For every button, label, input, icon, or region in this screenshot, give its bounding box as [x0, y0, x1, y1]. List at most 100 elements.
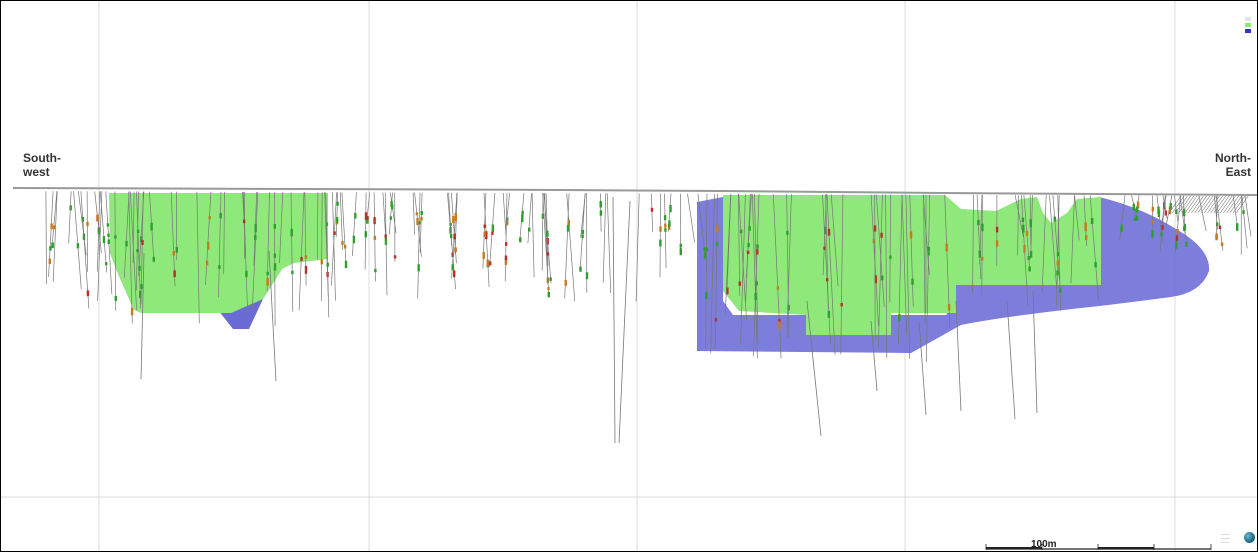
assay-marker — [420, 211, 423, 216]
assay-marker — [114, 235, 117, 239]
assay-marker — [977, 220, 980, 226]
drillhole — [412, 192, 415, 235]
assay-marker — [304, 255, 308, 259]
drillhole — [1074, 195, 1080, 241]
drillhole — [981, 194, 983, 296]
drillhole — [1119, 195, 1126, 240]
assay-marker — [344, 260, 348, 269]
drillhole — [298, 192, 305, 311]
drillhole — [73, 191, 82, 290]
assay-marker — [549, 277, 552, 281]
assay-marker — [541, 213, 545, 218]
drillhole — [705, 193, 708, 349]
drillhole — [724, 193, 732, 314]
drillhole — [502, 192, 507, 236]
drillhole — [45, 191, 47, 284]
assay-marker — [776, 286, 780, 290]
assay-marker — [519, 237, 522, 243]
drillhole — [94, 191, 102, 253]
drillhole — [714, 193, 718, 348]
drillhole — [68, 191, 72, 244]
drillhole-fan — [1181, 195, 1195, 214]
assay-marker — [663, 215, 667, 221]
topographic-surface — [12, 187, 1257, 196]
assay-marker — [716, 225, 719, 233]
drillhole — [123, 191, 130, 278]
assay-marker — [291, 270, 294, 275]
assay-marker — [1157, 206, 1160, 214]
assay-marker — [1021, 217, 1025, 223]
assay-marker — [585, 272, 589, 280]
drillhole — [1017, 195, 1019, 256]
scale-bar — [985, 544, 1212, 550]
assay-marker — [373, 235, 377, 240]
assay-marker — [981, 223, 984, 232]
assay-marker — [130, 307, 134, 316]
drillhole-fan — [1210, 195, 1223, 214]
drillhole — [331, 192, 337, 286]
drillhole — [97, 191, 103, 302]
drillhole — [738, 193, 747, 322]
assay-marker — [1151, 220, 1154, 224]
assay-marker — [880, 232, 883, 238]
drillhole-fan — [1178, 195, 1191, 214]
drillhole — [979, 194, 983, 265]
assay-marker — [748, 226, 751, 231]
drillhole — [86, 191, 89, 272]
assay-marker — [254, 235, 257, 240]
assay-marker — [1084, 225, 1087, 232]
drillhole — [196, 191, 200, 324]
green-zone-left — [109, 193, 328, 313]
drillhole — [80, 191, 90, 309]
assay-marker — [245, 270, 248, 278]
assay-marker — [778, 318, 781, 322]
assay-marker — [755, 281, 758, 286]
assay-marker — [1135, 206, 1139, 213]
assay-marker — [505, 219, 509, 226]
assay-marker — [326, 262, 329, 267]
assay-marker — [125, 240, 128, 247]
drillhole — [218, 191, 222, 298]
assay-marker — [521, 210, 524, 215]
drillhole — [1052, 195, 1060, 281]
assay-marker — [242, 219, 246, 224]
assay-marker — [482, 252, 485, 260]
drillhole — [753, 193, 760, 357]
assay-marker — [1029, 251, 1033, 258]
drillhole-fan — [1213, 195, 1227, 214]
assay-marker — [86, 221, 89, 227]
assay-marker — [354, 213, 357, 219]
logo-text-lines: ——— ——— ——— — [1221, 532, 1230, 544]
drillhole — [822, 194, 831, 345]
assay-marker — [898, 313, 901, 322]
assay-marker — [1176, 229, 1179, 234]
assay-marker — [881, 275, 884, 281]
drillhole — [786, 194, 790, 338]
drillhole-deep — [870, 320, 878, 392]
drillhole — [826, 194, 836, 355]
drillhole-fan — [1232, 195, 1246, 214]
drillhole — [786, 194, 792, 339]
assay-marker — [273, 224, 276, 229]
assay-marker — [1169, 202, 1172, 210]
drillhole — [132, 191, 135, 264]
drillhole — [923, 194, 926, 323]
assay-marker — [483, 224, 486, 228]
drillhole — [205, 191, 212, 286]
drillhole — [650, 193, 654, 233]
assay-marker — [335, 217, 339, 223]
assay-marker — [1022, 224, 1025, 233]
drillhole — [364, 192, 367, 270]
drillhole — [52, 191, 58, 282]
drillhole — [1070, 195, 1075, 284]
assay-marker — [489, 261, 492, 266]
assay-marker — [945, 243, 948, 252]
drillhole — [114, 191, 117, 311]
assay-marker — [756, 244, 759, 249]
assay-marker — [52, 225, 56, 230]
assay-marker — [136, 249, 139, 253]
assay-marker — [266, 271, 269, 276]
assay-marker — [485, 231, 488, 239]
northeast-label: North- East — [1215, 151, 1251, 179]
drillhole — [1244, 195, 1252, 237]
